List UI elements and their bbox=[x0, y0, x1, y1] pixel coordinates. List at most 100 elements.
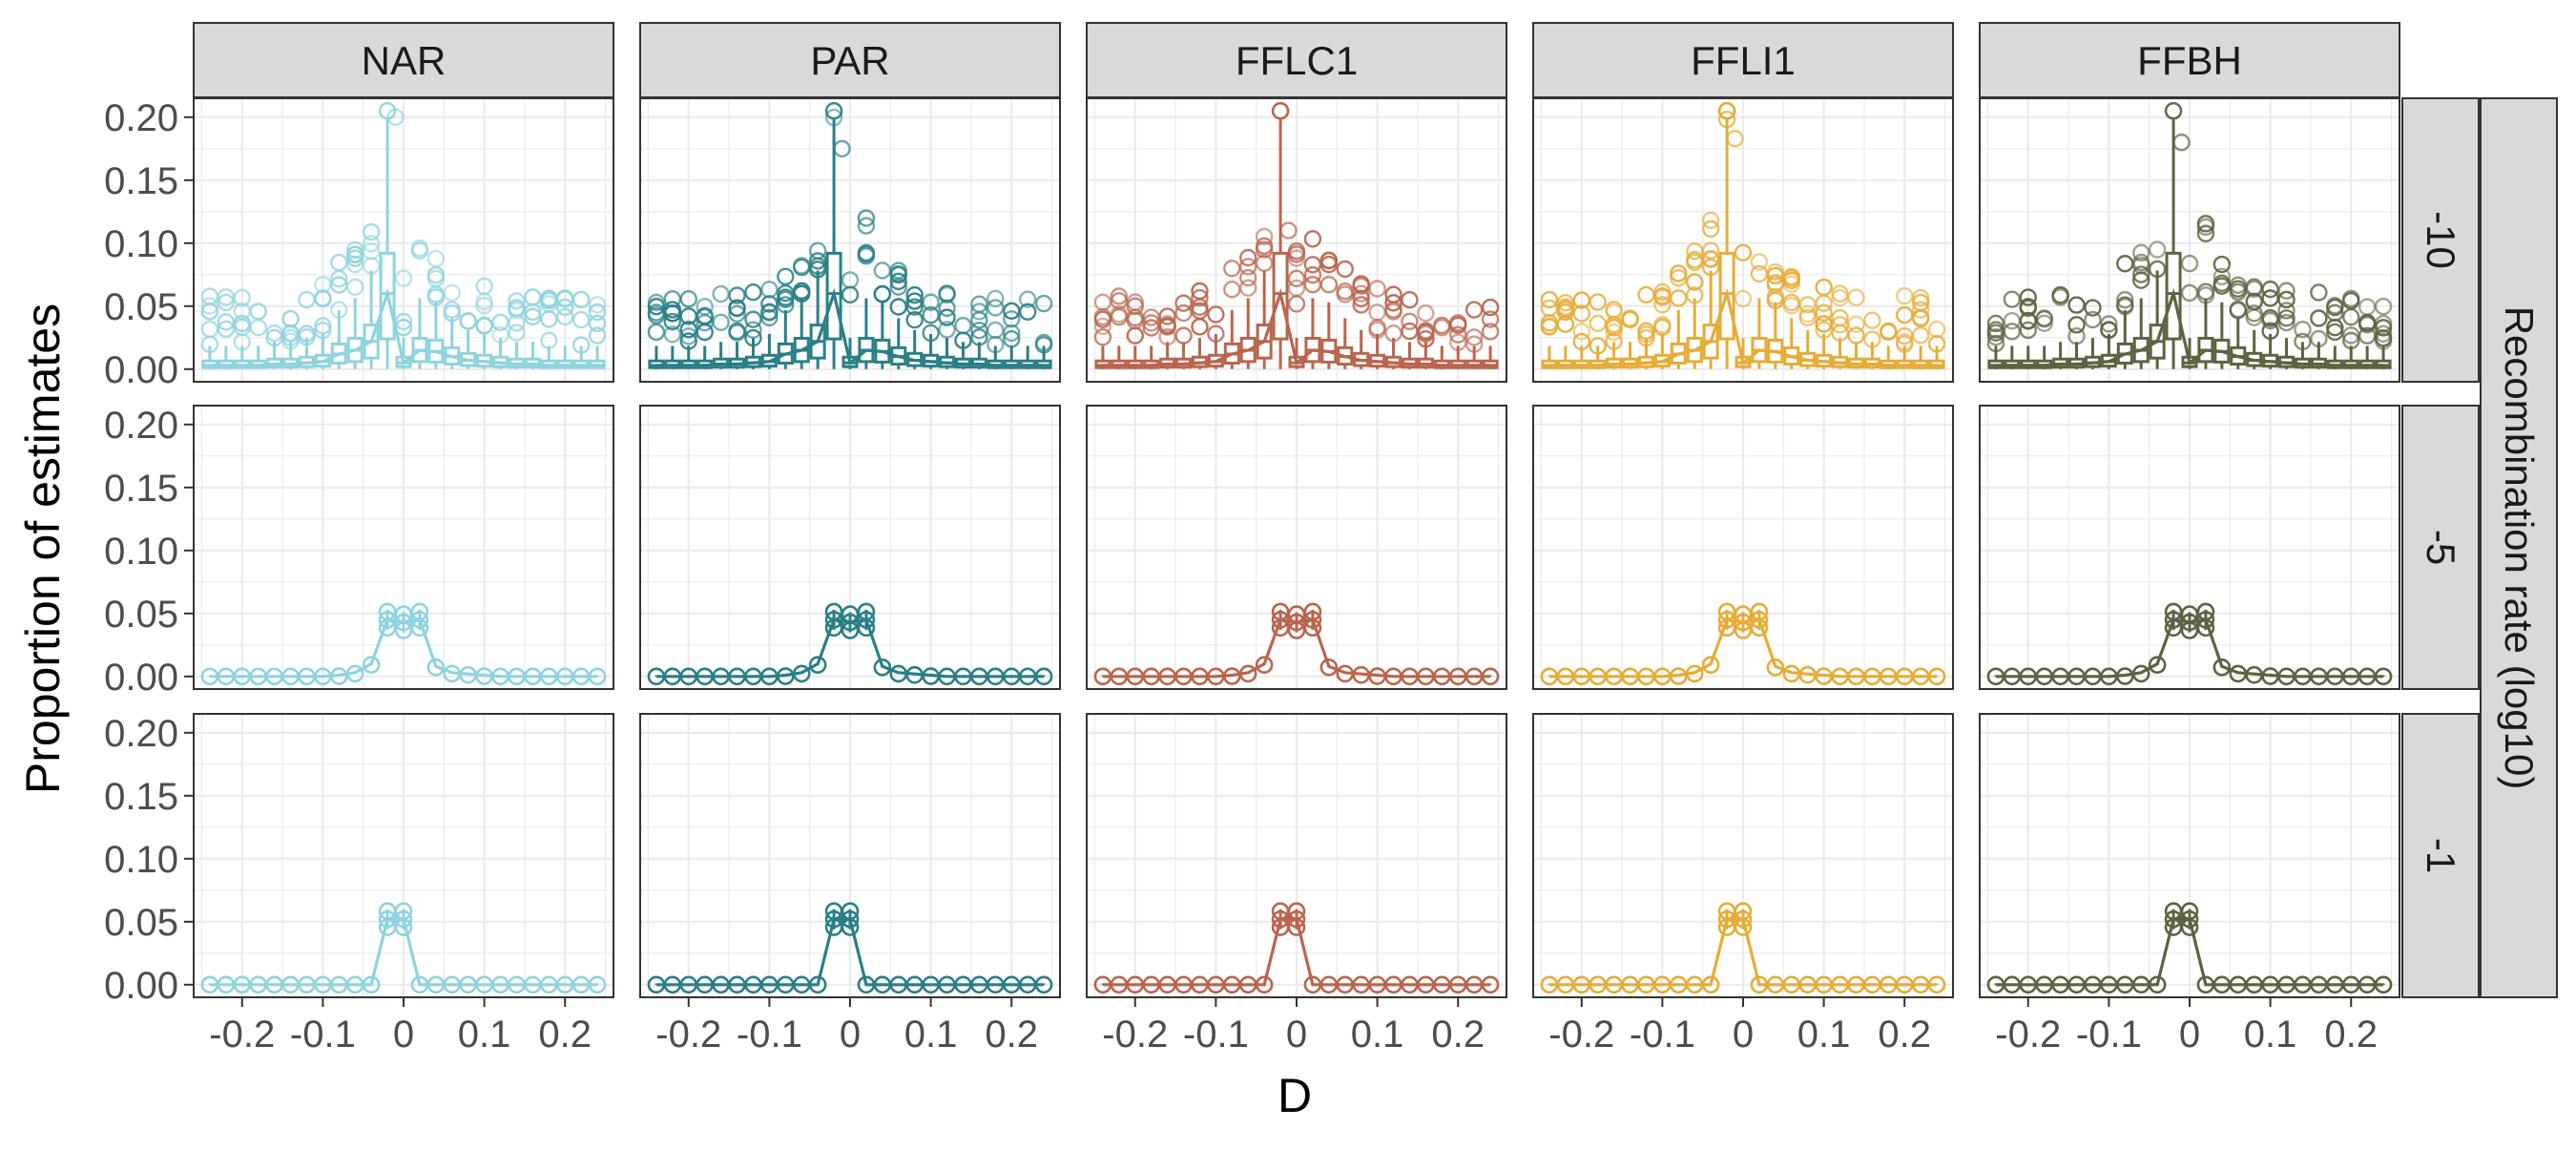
outlier-point bbox=[696, 306, 714, 325]
column-strip-ffbh: FFBH bbox=[1979, 22, 2400, 98]
panel-ffli1-row0 bbox=[1532, 97, 1954, 383]
outlier-point bbox=[1701, 656, 1720, 674]
outlier-point bbox=[938, 285, 956, 304]
y-tick-label: 0.20 bbox=[104, 405, 178, 447]
median-line bbox=[1995, 917, 2384, 987]
outlier-point bbox=[508, 324, 526, 342]
outlier-point bbox=[233, 333, 251, 351]
outlier-point bbox=[938, 321, 956, 339]
outlier-point bbox=[1287, 295, 1306, 313]
y-tick-label: 0.05 bbox=[104, 286, 178, 328]
outlier-point bbox=[857, 244, 876, 263]
outlier-point bbox=[647, 323, 666, 342]
outlier-point bbox=[1287, 241, 1306, 261]
outlier-point bbox=[588, 314, 607, 333]
outlier-point bbox=[1401, 312, 1419, 331]
outlier-point bbox=[744, 321, 762, 339]
outlier-point bbox=[1863, 311, 1881, 329]
outlier-point bbox=[1815, 321, 1833, 340]
outlier-point bbox=[905, 285, 924, 304]
outlier-point bbox=[1174, 326, 1193, 345]
outlier-point bbox=[1572, 332, 1590, 351]
outlier-point bbox=[2067, 296, 2086, 314]
outlier-point bbox=[857, 217, 876, 235]
outlier-point bbox=[1481, 298, 1500, 317]
median-line bbox=[1102, 287, 1491, 367]
outlier-point bbox=[922, 324, 940, 343]
outlier-point bbox=[2164, 101, 2183, 120]
column-strip-label: FFBH bbox=[2137, 38, 2242, 83]
outlier-point bbox=[588, 296, 607, 314]
outlier-point bbox=[571, 290, 591, 309]
x-tick-label: 0 bbox=[2179, 1014, 2200, 1056]
outlier-point bbox=[394, 312, 413, 331]
outlier-point bbox=[1605, 332, 1623, 350]
outlier-point bbox=[1621, 310, 1639, 329]
median-line bbox=[655, 287, 1045, 367]
outlier-point bbox=[1911, 308, 1930, 326]
outlier-point bbox=[200, 297, 219, 315]
outlier-point bbox=[1465, 301, 1484, 319]
y-tick-label: 0.00 bbox=[104, 657, 178, 699]
outlier-point bbox=[571, 310, 591, 329]
outlier-point bbox=[1734, 289, 1753, 308]
outlier-point bbox=[744, 328, 762, 347]
outlier-point bbox=[1589, 337, 1607, 355]
outlier-point bbox=[2294, 332, 2312, 351]
row-strip-label: -10 bbox=[2419, 211, 2463, 269]
outlier-point bbox=[728, 299, 746, 318]
outlier-point bbox=[1717, 101, 1736, 120]
outlier-point bbox=[508, 299, 526, 317]
outlier-point bbox=[2310, 329, 2328, 348]
facet-panels: 0.000.050.100.150.200.000.050.100.150.20… bbox=[104, 97, 2400, 1056]
outlier-point bbox=[793, 284, 811, 303]
outlier-point bbox=[1303, 230, 1322, 248]
outlier-point bbox=[1798, 308, 1817, 327]
outlier-point bbox=[1556, 294, 1575, 312]
row-strip-1: -5 bbox=[2401, 405, 2480, 690]
outlier-point bbox=[1433, 318, 1451, 337]
outlier-point bbox=[2035, 310, 2053, 328]
outlier-point bbox=[200, 303, 219, 321]
panel-ffli1-row2: -0.2 -0.1 0 0.1 0.2 bbox=[1532, 713, 1954, 1056]
outlier-point bbox=[233, 314, 251, 333]
outlier-point bbox=[1465, 335, 1484, 353]
outlier-point bbox=[970, 328, 988, 346]
outlier-point bbox=[1003, 310, 1021, 328]
outlier-point bbox=[1239, 248, 1257, 267]
column-strip-fflc1: FFLC1 bbox=[1086, 22, 1507, 98]
outlier-point bbox=[905, 298, 924, 316]
x-tick-label: 0.1 bbox=[2244, 1014, 2297, 1056]
outlier-point bbox=[1653, 282, 1672, 302]
row-strip-title: Recombination rate (log10) bbox=[2480, 97, 2558, 998]
outlier-point bbox=[475, 292, 493, 311]
outlier-point bbox=[2277, 313, 2296, 332]
x-tick-label: 0 bbox=[840, 1014, 861, 1056]
panel-fflc1-row1 bbox=[1086, 405, 1507, 690]
column-strip-label: FFLI1 bbox=[1691, 38, 1796, 83]
outlier-point bbox=[1896, 305, 1914, 324]
panel-nar-row1: 0.00 0.05 0.10 0.15 0.20 bbox=[104, 405, 614, 699]
outlier-point bbox=[1670, 269, 1688, 287]
x-tick-label: 0.1 bbox=[1797, 1014, 1851, 1056]
outlier-point bbox=[1847, 288, 1865, 306]
outlier-point bbox=[1637, 322, 1655, 341]
outlier-point bbox=[1701, 258, 1720, 277]
outlier-point bbox=[1847, 315, 1865, 333]
column-strip-nar: NAR bbox=[193, 22, 614, 98]
outlier-point bbox=[1572, 304, 1590, 323]
panel-par-row0 bbox=[639, 97, 1061, 383]
outlier-point bbox=[1279, 221, 1298, 240]
outlier-point bbox=[777, 296, 795, 314]
y-tick-label: 0.10 bbox=[104, 531, 178, 573]
y-tick-label: 0.15 bbox=[104, 468, 178, 510]
x-tick-label: 0.1 bbox=[458, 1014, 511, 1056]
outlier-point bbox=[1255, 240, 1274, 259]
outlier-point bbox=[1686, 253, 1704, 271]
x-tick-label: 0.2 bbox=[985, 1014, 1038, 1056]
median-line bbox=[1548, 917, 1938, 987]
outlier-point bbox=[233, 288, 251, 307]
outlier-point bbox=[1003, 324, 1021, 343]
outlier-point bbox=[2180, 254, 2199, 273]
